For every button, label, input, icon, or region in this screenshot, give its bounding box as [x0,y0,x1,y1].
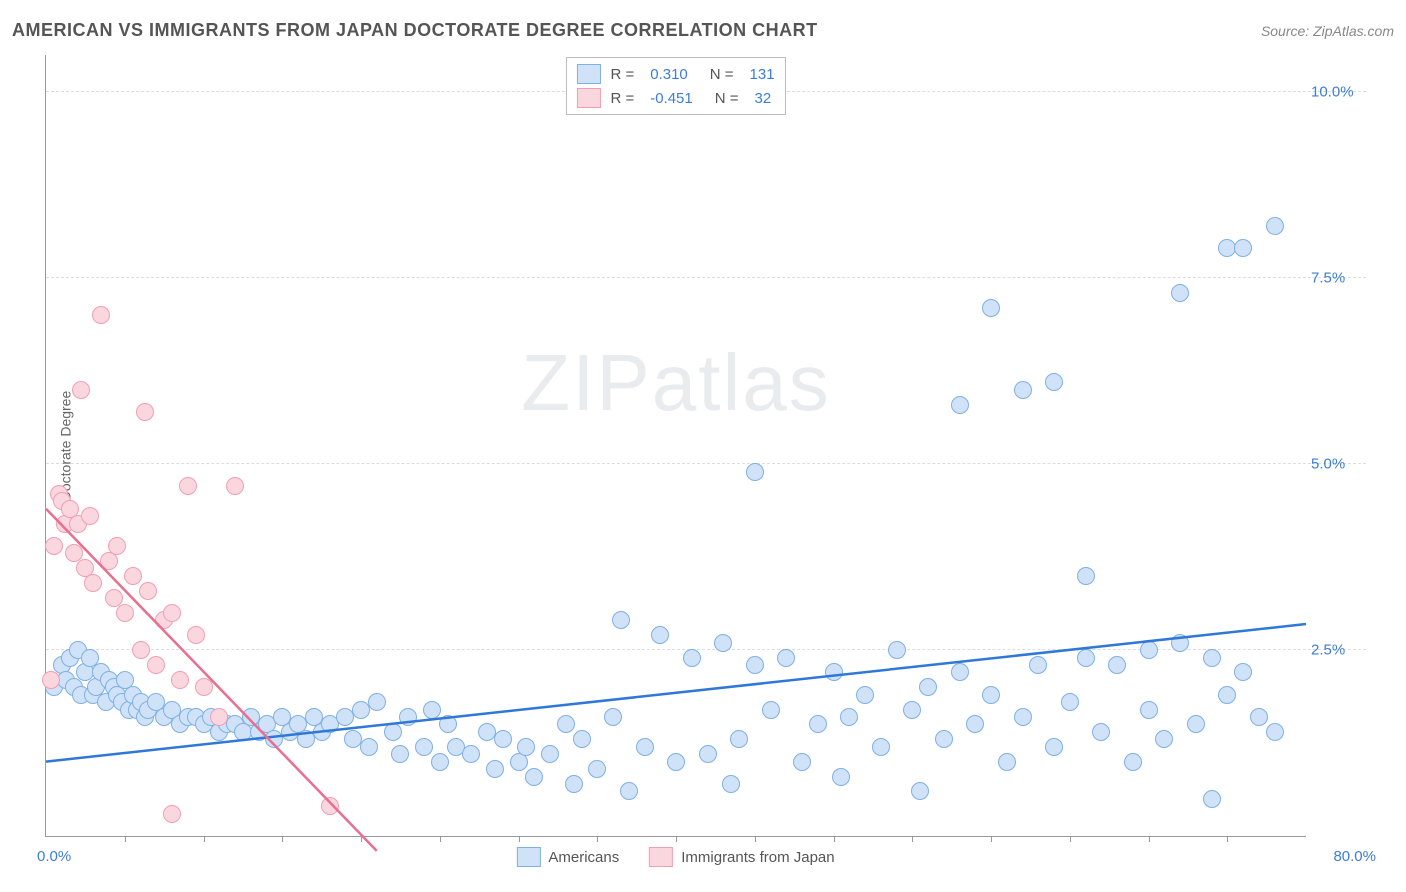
legend-r-label: R = [610,90,634,107]
legend-bottom-item: Immigrants from Japan [649,847,834,867]
legend-swatch [516,847,540,867]
legend-n-label: N = [715,90,739,107]
y-tick-label: 7.5% [1311,270,1371,287]
x-tick [834,836,835,842]
x-tick [440,836,441,842]
x-tick [519,836,520,842]
x-tick [597,836,598,842]
x-tick [912,836,913,842]
x-axis-end-label: 80.0% [1333,848,1376,865]
x-tick [125,836,126,842]
trendline [46,624,1306,762]
x-tick [676,836,677,842]
x-axis-start-label: 0.0% [37,848,71,865]
chart-container: ZIPatlas 2.5%5.0%7.5%10.0% Doctorate Deg… [45,55,1306,837]
chart-title: AMERICAN VS IMMIGRANTS FROM JAPAN DOCTOR… [12,20,818,41]
x-tick [1227,836,1228,842]
trendlines-layer [46,55,1306,836]
legend-swatch [576,88,600,108]
x-tick [204,836,205,842]
legend-r-value: -0.451 [650,90,693,107]
x-tick [282,836,283,842]
legend-swatch [649,847,673,867]
legend-top-row: R = -0.451 N = 32 [576,86,774,110]
legend-top-row: R = 0.310 N = 131 [576,62,774,86]
legend-n-value: 32 [755,90,772,107]
legend-bottom-label: Americans [548,849,619,866]
legend-n-value: 131 [750,66,775,83]
chart-header: AMERICAN VS IMMIGRANTS FROM JAPAN DOCTOR… [12,20,1394,41]
x-tick [991,836,992,842]
y-tick-label: 2.5% [1311,642,1371,659]
trendline [46,509,377,851]
legend-r-label: R = [610,66,634,83]
x-tick [1149,836,1150,842]
y-tick-label: 10.0% [1311,84,1371,101]
legend-bottom-item: Americans [516,847,619,867]
chart-source: Source: ZipAtlas.com [1261,23,1394,39]
legend-top: R = 0.310 N = 131 R = -0.451 N = 32 [565,57,785,115]
y-tick-label: 5.0% [1311,456,1371,473]
x-tick [755,836,756,842]
legend-n-label: N = [710,66,734,83]
plot-area: ZIPatlas 2.5%5.0%7.5%10.0% [45,55,1306,837]
legend-r-value: 0.310 [650,66,688,83]
legend-swatch [576,64,600,84]
legend-bottom: Americans Immigrants from Japan [516,847,834,867]
legend-bottom-label: Immigrants from Japan [681,849,834,866]
x-tick [1070,836,1071,842]
